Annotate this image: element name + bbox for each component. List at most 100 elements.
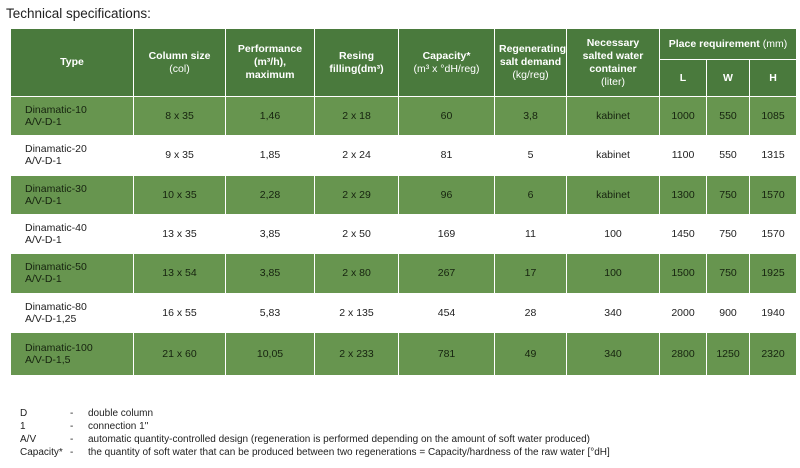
- cell-column-size: 13 x 54: [133, 253, 226, 294]
- header-place-requirement: Place requirement (mm): [658, 28, 798, 60]
- cell-w: 550: [706, 135, 750, 176]
- table-row: Dinamatic-10 A/V-D-1 8 x 35 1,46 2 x 18 6…: [10, 95, 798, 137]
- cell-l: 1300: [659, 174, 707, 215]
- cell-column-size: 8 x 35: [133, 95, 226, 137]
- cell-type: Dinamatic-100 A/V-D-1,5: [10, 332, 134, 376]
- cell-capacity: 267: [398, 253, 495, 294]
- cell-l: 1450: [659, 213, 707, 255]
- table-row: Dinamatic-80 A/V-D-1,25 16 x 55 5,83 2 x …: [10, 292, 798, 334]
- table-row: Dinamatic-30 A/V-D-1 10 x 35 2,28 2 x 29 …: [10, 174, 798, 215]
- cell-performance: 3,85: [225, 253, 315, 294]
- cell-salt-demand: 5: [494, 135, 567, 176]
- cell-type: Dinamatic-20 A/V-D-1: [10, 135, 134, 176]
- cell-salt-demand: 49: [494, 332, 567, 376]
- cell-performance: 1,85: [225, 135, 315, 176]
- cell-resing: 2 x 18: [314, 95, 399, 137]
- footnote-text: connection 1": [88, 421, 149, 432]
- footnote-separator: -: [70, 408, 74, 419]
- cell-container: 340: [566, 292, 660, 334]
- table-row: Dinamatic-50 A/V-D-1 13 x 54 3,85 2 x 80 …: [10, 253, 798, 294]
- cell-h: 1925: [748, 253, 798, 294]
- header-l: L: [659, 59, 707, 97]
- cell-capacity: 60: [398, 95, 495, 137]
- cell-column-size: 16 x 55: [133, 292, 226, 334]
- header-resing: Resing filling(dm³): [314, 28, 399, 97]
- footnote-separator: -: [70, 421, 74, 432]
- cell-w: 750: [706, 253, 750, 294]
- table-row: Dinamatic-40 A/V-D-1 13 x 35 3,85 2 x 50 …: [10, 213, 798, 255]
- table-subheader-row: L W H: [11, 59, 798, 97]
- cell-salt-demand: 28: [494, 292, 567, 334]
- cell-salt-demand: 11: [494, 213, 567, 255]
- cell-resing: 2 x 50: [314, 213, 399, 255]
- cell-column-size: 10 x 35: [133, 174, 226, 215]
- footnote-item: 1 - connection 1": [20, 420, 610, 433]
- specifications-table: Type Column size (col) Performance (m³/h…: [10, 28, 798, 376]
- cell-performance: 1,46: [225, 95, 315, 137]
- footnote-text: the quantity of soft water that can be p…: [88, 447, 610, 458]
- cell-performance: 3,85: [225, 213, 315, 255]
- cell-h: 1085: [748, 95, 798, 137]
- cell-capacity: 781: [398, 332, 495, 376]
- cell-container: 340: [566, 332, 660, 376]
- cell-capacity: 169: [398, 213, 495, 255]
- footnote-item: A/V - automatic quantity-controlled desi…: [20, 433, 610, 446]
- cell-l: 1100: [659, 135, 707, 176]
- cell-container: kabinet: [566, 135, 660, 176]
- header-h: H: [748, 59, 798, 97]
- cell-h: 1570: [748, 174, 798, 215]
- footnote-item: D - double column: [20, 407, 610, 420]
- footnote-key: Capacity*: [20, 447, 63, 458]
- cell-resing: 2 x 29: [314, 174, 399, 215]
- cell-resing: 2 x 80: [314, 253, 399, 294]
- cell-type: Dinamatic-40 A/V-D-1: [10, 213, 134, 255]
- header-container: Necessary salted water container (liter): [566, 28, 660, 97]
- cell-resing: 2 x 135: [314, 292, 399, 334]
- cell-container: kabinet: [566, 174, 660, 215]
- cell-performance: 5,83: [225, 292, 315, 334]
- header-regenerating: Regenerating salt demand (kg/reg): [494, 28, 567, 97]
- footnote-key: 1: [20, 421, 26, 432]
- page-title: Technical specifications:: [6, 6, 151, 21]
- cell-column-size: 21 x 60: [133, 332, 226, 376]
- header-type: Type: [10, 28, 134, 97]
- cell-salt-demand: 17: [494, 253, 567, 294]
- cell-salt-demand: 6: [494, 174, 567, 215]
- cell-l: 1000: [659, 95, 707, 137]
- cell-capacity: 96: [398, 174, 495, 215]
- footnote-key: A/V: [20, 434, 37, 445]
- cell-container: 100: [566, 253, 660, 294]
- header-capacity: Capacity* (m³ x °dH/reg): [398, 28, 495, 97]
- cell-type: Dinamatic-80 A/V-D-1,25: [10, 292, 134, 334]
- cell-h: 1570: [748, 213, 798, 255]
- header-w: W: [706, 59, 750, 97]
- cell-w: 1250: [706, 332, 750, 376]
- table-row: Dinamatic-20 A/V-D-1 9 x 35 1,85 2 x 24 8…: [10, 135, 798, 176]
- cell-type: Dinamatic-10 A/V-D-1: [10, 95, 134, 137]
- cell-container: 100: [566, 213, 660, 255]
- footnote-text: automatic quantity-controlled design (re…: [88, 434, 590, 445]
- table-header-row: Type Column size (col) Performance (m³/h…: [10, 28, 798, 97]
- cell-resing: 2 x 233: [314, 332, 399, 376]
- cell-l: 2000: [659, 292, 707, 334]
- cell-w: 750: [706, 174, 750, 215]
- cell-h: 1940: [748, 292, 798, 334]
- cell-container: kabinet: [566, 95, 660, 137]
- footnote-item: Capacity* - the quantity of soft water t…: [20, 446, 610, 459]
- cell-capacity: 81: [398, 135, 495, 176]
- cell-resing: 2 x 24: [314, 135, 399, 176]
- cell-w: 750: [706, 213, 750, 255]
- cell-w: 550: [706, 95, 750, 137]
- cell-performance: 2,28: [225, 174, 315, 215]
- header-column-size: Column size (col): [133, 28, 226, 97]
- header-performance: Performance (m³/h), maximum: [225, 28, 315, 97]
- cell-column-size: 13 x 35: [133, 213, 226, 255]
- footnote-key: D: [20, 408, 28, 419]
- cell-h: 2320: [748, 332, 798, 376]
- footnotes: D - double column 1 - connection 1" A/V …: [20, 407, 610, 459]
- footnote-separator: -: [70, 434, 74, 445]
- cell-type: Dinamatic-50 A/V-D-1: [10, 253, 134, 294]
- cell-l: 2800: [659, 332, 707, 376]
- cell-salt-demand: 3,8: [494, 95, 567, 137]
- footnote-text: double column: [88, 408, 154, 419]
